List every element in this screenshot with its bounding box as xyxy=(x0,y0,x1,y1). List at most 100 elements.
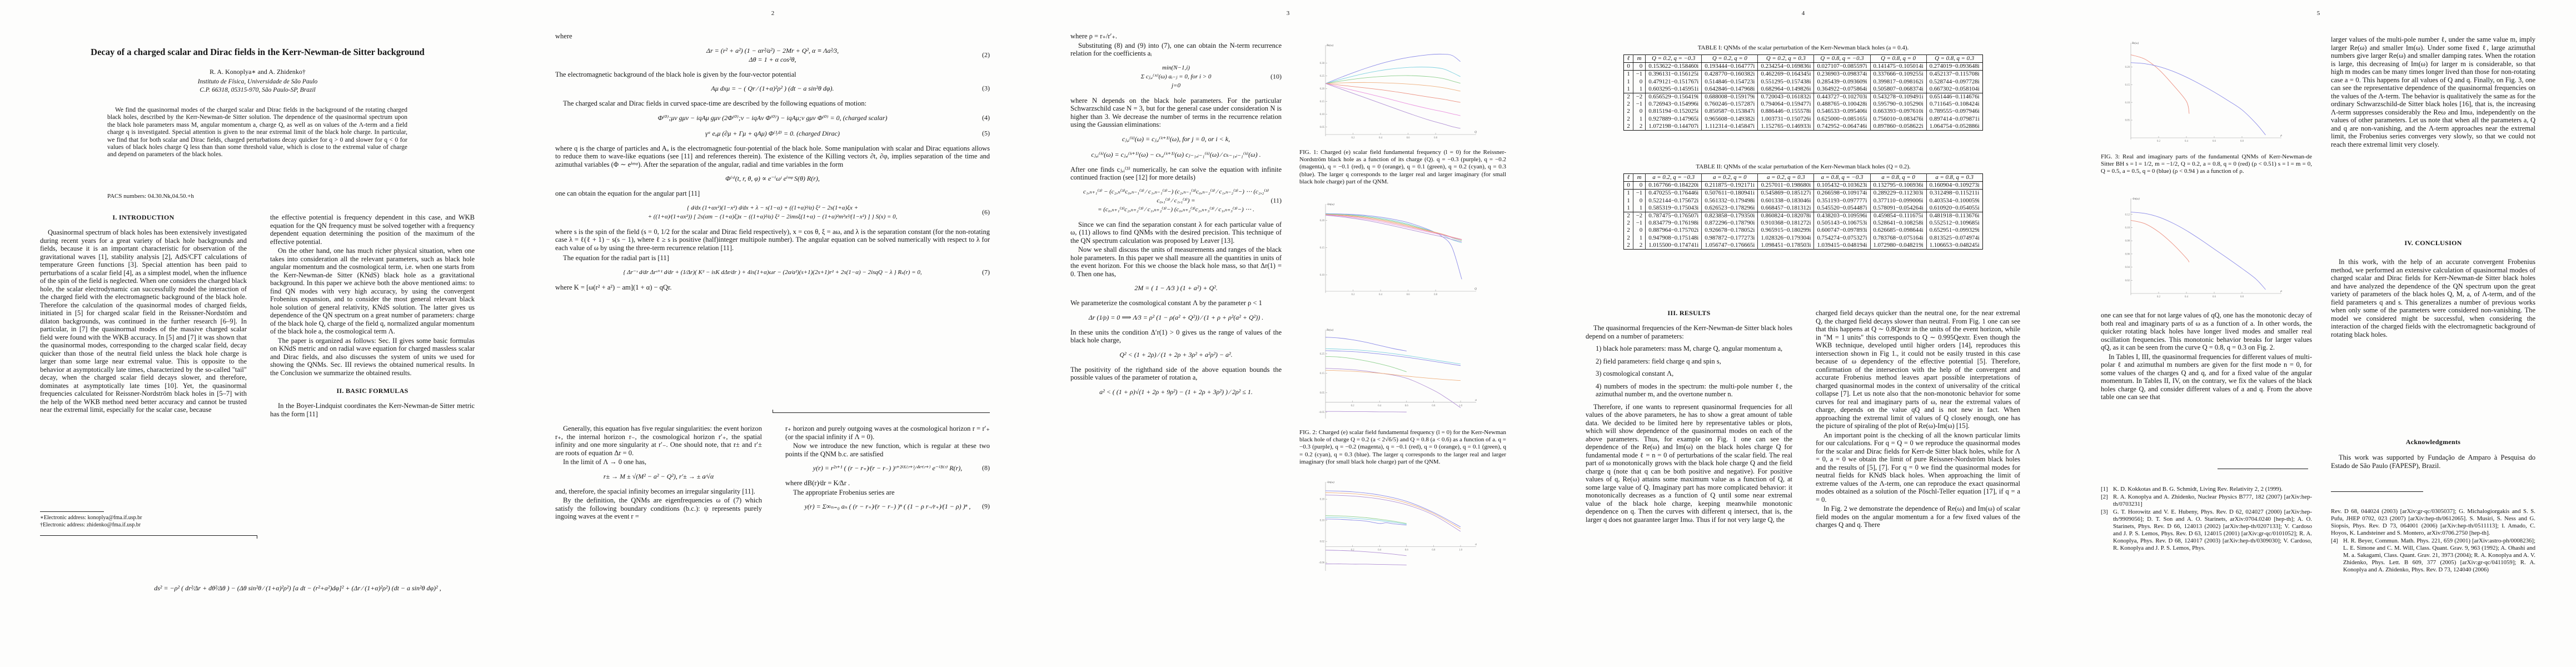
svg-text:0.4: 0.4 xyxy=(1378,549,1382,552)
svg-text:0.4: 0.4 xyxy=(2185,296,2189,298)
results-paragraph-5: In Fig. 2 we demonstrate the dependence … xyxy=(1816,505,2020,529)
svg-text:0.8: 0.8 xyxy=(2240,140,2244,143)
table-2-caption: TABLE II: QNMs of the scalar perturbatio… xyxy=(1696,163,1911,170)
svg-text:0.2: 0.2 xyxy=(2157,296,2161,298)
reference-item: [4] H. R. Beyer, Commun. Math. Phys. 221,… xyxy=(2331,537,2535,573)
svg-text:0.6: 0.6 xyxy=(1407,293,1411,296)
equation-gauss-1: cⱼ,ᵢ⁽ᵏ⁾(ω) = cⱼ,ᵢ⁽ᵏ⁺¹⁾(ω), for j = 0, or… xyxy=(1122,135,1230,143)
equation-delta: Δr = (r² + a²) (1 − αr²⁄a²) − 2Mr + Q², … xyxy=(706,46,839,63)
equation-8-row: y(r) = r²ˢ⁺¹ ( (r − r₊)⁄(r − r₋) )ˢ⁺²ⁱᴷ⁽… xyxy=(785,464,990,472)
radial-intro: The equation for the radial part is [11] xyxy=(563,254,669,262)
reference-item: [2] R. A. Konoplya and A. Zhidenko, Nucle… xyxy=(2101,494,2312,507)
figure-1-im-plot: 0.10 0.15 0.20 0.2 0.4 0.6 0.8 -Im(ω) Q xyxy=(1311,201,1478,299)
section-heading-conclusion: IV. CONCLUSION xyxy=(2404,239,2462,247)
svg-text:0.06: 0.06 xyxy=(2125,253,2130,256)
svg-text:0.10: 0.10 xyxy=(1320,274,1325,277)
svg-text:0.15: 0.15 xyxy=(1320,247,1325,250)
svg-text:0.2: 0.2 xyxy=(1352,137,1356,140)
equation-3-number: (3) xyxy=(982,84,990,92)
where-label: where xyxy=(555,32,572,40)
svg-text:0.15: 0.15 xyxy=(2125,84,2130,87)
results-paragraph-4: An important point is the checking of al… xyxy=(1816,431,2020,504)
rotation-equation-row: a² < ( (1 + ρ)√(1 + 2ρ + 9ρ²) − (1 + 2ρ … xyxy=(1070,387,1282,396)
widetext-close-rule xyxy=(773,412,990,414)
svg-text:a: a xyxy=(1475,543,1477,546)
svg-text:0.02: 0.02 xyxy=(2125,280,2130,282)
references-rule-right xyxy=(2331,491,2423,492)
page5-column-2: larger values of the multi-pole number ℓ… xyxy=(2331,36,2535,653)
B-definition-line: where dB(r)⁄dr = K⁄Δr . xyxy=(785,479,850,487)
svg-text:0.2: 0.2 xyxy=(1351,405,1355,407)
lambda-equation-row: Δr (1⁄ρ) = 0 ⟹ Λ⁄3 = ρ² (1 − ρ(a² + Q²))… xyxy=(1070,313,1282,322)
svg-text:-0.05: -0.05 xyxy=(1319,411,1325,414)
figure-3-im-plot: 0.02 0.04 0.06 0.08 0.10 0.12 0.2 0.4 0.6 0.8 -Im(… xyxy=(2116,196,2283,301)
references-right-column: Rev. D 68, 044024 (2003) [arXiv:gr-qc/03… xyxy=(2331,508,2535,574)
equation-11-row: c₁,ₙ₊₁⁽³⁾ − (c₂,ₙ⁽³⁾c₀,ₙ₋₁⁽³⁾ ⁄ c₁,ₙ₋₁⁽³… xyxy=(1070,187,1282,214)
svg-text:0.2: 0.2 xyxy=(1351,549,1355,552)
page-4: 4 TABLE I: QNMs of the scalar perturbati… xyxy=(1546,0,2061,667)
em-intro: The electromagnetic background of the bl… xyxy=(555,70,796,78)
page-3: 3 where ρ = r₊/r′₊. Substituting (8) and… xyxy=(1030,0,1546,667)
abstract: We find the quasinormal modes of the cha… xyxy=(107,107,407,158)
page2-widetext: where Δr = (r² + a²) (1 − αr²⁄a²) − 2Mr … xyxy=(555,32,990,292)
svg-text:0.6: 0.6 xyxy=(2213,140,2216,143)
svg-text:1.0: 1.0 xyxy=(1459,549,1463,552)
equation-rotation-bound: a² < ( (1 + ρ)√(1 + 2ρ + 9ρ²) − (1 + 2ρ … xyxy=(1099,387,1253,396)
svg-text:0.2: 0.2 xyxy=(1352,293,1356,296)
svg-text:0.4: 0.4 xyxy=(1379,137,1383,140)
page3-column-1: where ρ = r₊/r′₊. Substituting (8) and (… xyxy=(1070,32,1282,633)
svg-text:0.6: 0.6 xyxy=(2213,296,2216,298)
equation-mass: 2M = ( 1 − Λ⁄3 ) (1 + a²) + Q². xyxy=(1134,284,1218,292)
equation-frobenius-series: y(r) = Σ∞ₙ₌₀ aₙ ( (r − r₊)⁄(r − r₋) )ⁿ (… xyxy=(804,502,971,510)
section-heading-results: III. RESULTS xyxy=(1667,309,1711,317)
parameterize-paragraph: We parameterize the cosmological constan… xyxy=(1070,299,1262,307)
qnm-definition-paragraph: By the definition, the QNMs are eigenfre… xyxy=(555,496,762,520)
authors-line: R. A. Konoplya∗ and A. Zhidenko† xyxy=(210,68,306,76)
results-list-item-2: 2) field parameters: field charge q and … xyxy=(1596,357,1721,365)
page1-column-2: the effective potential is frequency dep… xyxy=(270,213,475,569)
equation-recurrence: min(N−1,i) Σ cⱼ,ᵢ⁽ᴺ⁾(ω) aᵢ₋ⱼ = 0, for i … xyxy=(1140,64,1212,89)
rpm-equation-row: r± → M ± √(M² − a² − Q²), r′± → ± a⁄√α xyxy=(555,472,762,481)
svg-text:0.6: 0.6 xyxy=(1405,405,1409,407)
col2-paragraph-1: the effective potential is frequency dep… xyxy=(270,213,475,246)
page-1: Decay of a charged scalar and Dirac fiel… xyxy=(0,0,555,667)
svg-text:ρ: ρ xyxy=(2280,290,2282,293)
svg-text:0.15: 0.15 xyxy=(1320,101,1325,103)
svg-text:0.10: 0.10 xyxy=(1320,520,1325,522)
svg-text:0.15: 0.15 xyxy=(1320,372,1325,375)
svg-text:-0.06: -0.06 xyxy=(1319,562,1325,565)
section-heading-introduction: I. INTRODUCTION xyxy=(112,213,175,221)
fig1-im-chart: 0.10 0.15 0.20 0.2 0.4 0.6 0.8 -Im(ω) Q xyxy=(1320,203,1477,296)
svg-text:0.6: 0.6 xyxy=(1407,137,1411,140)
equation-10-number: (10) xyxy=(1270,72,1282,80)
results-paragraph-1: The quasinormal frequencies of the Kerr-… xyxy=(1586,324,1792,340)
equation-horizons-limit: r± → M ± √(M² − a² − Q²), r′± → ± a⁄√α xyxy=(603,472,714,480)
K-definition-line: where K = [ω(r² + a²) − am](1 + α) − qQr… xyxy=(555,283,672,291)
page2-column-2: r₊ horizon and purely outgoing waves at … xyxy=(785,425,990,643)
equation-9-number: (9) xyxy=(982,502,990,510)
svg-text:a: a xyxy=(1475,399,1477,402)
reference-item: [1] K. D. Kokkotas and B. G. Schmidt, Liv… xyxy=(2101,486,2283,492)
svg-text:0.20: 0.20 xyxy=(1320,88,1325,91)
equation-charged-dirac: γᵃ eₐμ (∂μ + Γμ + qAμ) Φ⁽¹⁄²⁾ = 0. (char… xyxy=(705,129,840,137)
page-number-3: 3 xyxy=(1286,10,1290,17)
equation-charged-scalar: Φ⁽⁰⁾;μν gμν − iqAμ gμν (2Φ⁽⁰⁾;ν − iqAν Φ… xyxy=(657,113,888,122)
fig2-im-chart: -0.06 0.02 0.10 0.18 0.2 0.4 0.6 0.8 1.0 -Im(ω) a xyxy=(1319,481,1477,571)
results-list-item-4: 4) numbers of modes in the spectrum: the… xyxy=(1596,382,1792,399)
conclusion-paragraph: In this work, with the help of an accura… xyxy=(2331,258,2535,339)
equation-7-number: (7) xyxy=(982,268,990,276)
equation-gauss-2: cⱼ,ᵢ⁽ᵏ⁾(ω) = cⱼ,ᵢ⁽ᵏ⁺¹⁾(ω) − cₖ,ᵢ⁽ᵏ⁺¹⁾(ω)… xyxy=(1091,150,1261,158)
units-paragraph: Now we shall discuss the units of measur… xyxy=(1070,246,1282,278)
page2-column-1: Generally, this equation has five regula… xyxy=(555,425,762,643)
page-number-2: 2 xyxy=(771,10,775,17)
equation-2-number: (2) xyxy=(982,51,990,58)
gauss-elim-2-row: cⱼ,ᵢ⁽ᵏ⁾(ω) = cⱼ,ᵢ⁽ᵏ⁺¹⁾(ω) − cₖ,ᵢ⁽ᵏ⁺¹⁾(ω)… xyxy=(1070,150,1282,159)
svg-text:Q: Q xyxy=(1474,131,1477,134)
pacs-numbers: PACS numbers: 04.30.Nk,04.50.+h xyxy=(107,193,194,200)
equation-9-row: y(r) = Σ∞ₙ₌₀ aₙ ( (r − r₊)⁄(r − r₋) )ⁿ (… xyxy=(785,502,990,511)
svg-text:0.05: 0.05 xyxy=(2125,120,2130,122)
results-paragraph-3: charged field decays quicker than the ne… xyxy=(1816,309,2020,430)
svg-text:0.05: 0.05 xyxy=(1320,126,1325,129)
equation-3-row: Aμ dxμ = − ( Qr ⁄ (1+α)²ρ² ) (dt − a sin… xyxy=(555,84,990,93)
